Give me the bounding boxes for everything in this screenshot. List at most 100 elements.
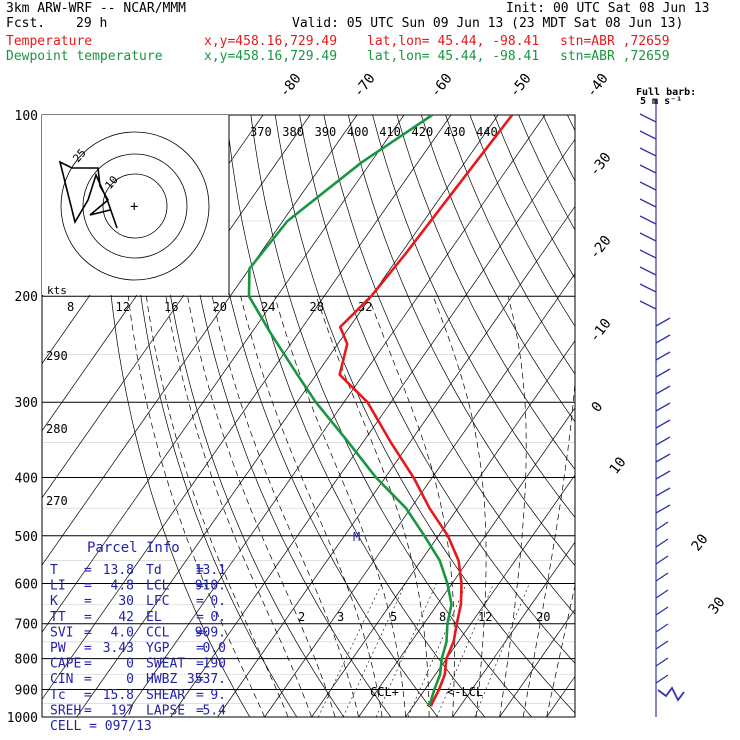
parcel-eq: = bbox=[84, 641, 92, 656]
parcel-value: 13.1 bbox=[195, 563, 226, 578]
isotherm-label: 20 bbox=[689, 531, 712, 554]
parcel-value: 4.0 bbox=[111, 625, 134, 640]
wind-barb bbox=[639, 113, 657, 123]
wind-barb bbox=[655, 385, 671, 395]
parcel-value: 0. bbox=[210, 610, 226, 625]
parcel-info-title: Parcel Info bbox=[87, 540, 180, 556]
moist-adiabat-line bbox=[127, 296, 265, 717]
theta-label: 410 bbox=[379, 125, 401, 139]
parcel-eq: = bbox=[84, 657, 92, 672]
isobar-label: 300 bbox=[15, 396, 38, 411]
isobar-label: 400 bbox=[15, 471, 38, 486]
theta-e-label: 290 bbox=[46, 349, 68, 363]
parcel-key: Tc bbox=[50, 688, 66, 703]
parcel-key: K bbox=[50, 594, 58, 609]
hodograph-background bbox=[42, 115, 229, 295]
dry-adiabat-line bbox=[396, 115, 575, 471]
temp-legend-xy: x,y=458.16,729.49 bbox=[204, 34, 338, 49]
temp-legend-stn: stn=ABR ,72659 bbox=[560, 34, 670, 49]
parcel-eq: = bbox=[84, 625, 92, 640]
moist-adiabat-line bbox=[187, 296, 336, 717]
fcst-label: Fcst. bbox=[6, 16, 46, 31]
mixing-ratio-label: 8 bbox=[439, 610, 446, 624]
parcel-eq: = bbox=[84, 594, 92, 609]
dew-legend-label: Dewpoint temperature bbox=[6, 49, 163, 64]
isotherm-line bbox=[217, 205, 575, 717]
parcel-key: LFC bbox=[146, 594, 169, 609]
theta-label: 420 bbox=[412, 125, 434, 139]
isobar-label: 700 bbox=[15, 618, 38, 633]
moist-adiabat-line bbox=[368, 296, 455, 717]
theta-label: 400 bbox=[347, 125, 369, 139]
parcel-value: 3.43 bbox=[103, 641, 134, 656]
wind-barb bbox=[655, 368, 671, 378]
parcel-value: 909. bbox=[195, 625, 226, 640]
wind-barb bbox=[655, 453, 671, 463]
parcel-cell: CELL = 097/13 bbox=[50, 719, 152, 734]
parcel-key: LI bbox=[50, 579, 66, 594]
isotherm-line bbox=[42, 115, 452, 700]
speed-scale-label: 12 bbox=[116, 300, 130, 314]
parcel-key: CAPE bbox=[50, 657, 81, 672]
theta-label: 430 bbox=[444, 125, 466, 139]
dry-adiabat-line bbox=[177, 115, 392, 717]
parcel-eq: = bbox=[84, 579, 92, 594]
isotherm-label: -20 bbox=[587, 233, 615, 263]
wind-barb bbox=[655, 538, 669, 548]
parcel-key: EL bbox=[146, 610, 162, 625]
dewpoint-line bbox=[247, 115, 453, 707]
speed-scale-label: 20 bbox=[213, 300, 227, 314]
parcel-key: LAPSE bbox=[146, 703, 185, 718]
isobar-label: 600 bbox=[15, 577, 38, 592]
wind-barb bbox=[655, 572, 669, 582]
dry-adiabat-line bbox=[542, 115, 575, 182]
theta-label: 390 bbox=[315, 125, 337, 139]
wind-barb bbox=[655, 657, 669, 667]
parcel-value: 0 bbox=[126, 657, 134, 672]
moist-adiabat-line bbox=[211, 296, 359, 717]
speed-scale-label: 8 bbox=[67, 300, 74, 314]
isotherm-label: -10 bbox=[587, 316, 615, 346]
isotherm-label: -80 bbox=[277, 71, 305, 101]
isobar-label: 100 bbox=[15, 109, 38, 124]
wind-barb bbox=[655, 640, 669, 650]
wind-barb bbox=[639, 283, 657, 293]
parcel-key: YGP bbox=[146, 641, 170, 656]
isobar-label: 900 bbox=[15, 683, 38, 698]
speed-scale-label: 28 bbox=[310, 300, 324, 314]
wind-barb bbox=[639, 300, 657, 310]
dry-adiabat-line bbox=[445, 115, 575, 375]
parcel-key: CCL bbox=[146, 625, 170, 640]
wind-barb bbox=[655, 351, 671, 361]
wind-barb bbox=[639, 181, 657, 191]
isotherm-line bbox=[405, 474, 575, 717]
m-marker: M bbox=[353, 530, 360, 544]
parcel-value: 197 bbox=[111, 703, 134, 718]
isotherm-line bbox=[546, 675, 575, 717]
parcel-eq: = bbox=[196, 641, 204, 656]
isobar-label: 1000 bbox=[7, 711, 38, 726]
wind-barb bbox=[639, 147, 657, 157]
speed-scale-label: 16 bbox=[164, 300, 178, 314]
isotherm-line bbox=[42, 115, 311, 499]
parcel-key: CIN bbox=[50, 672, 73, 687]
hodograph-center-mark: + bbox=[130, 199, 138, 215]
parcel-eq: = bbox=[196, 688, 204, 703]
dry-adiabat-line bbox=[274, 115, 575, 714]
wind-barb bbox=[639, 266, 657, 276]
wind-barb bbox=[655, 623, 669, 633]
parcel-value: 4.8 bbox=[111, 579, 134, 594]
parcel-eq: = bbox=[84, 703, 92, 718]
isotherm-line bbox=[42, 115, 358, 566]
dry-adiabat-line bbox=[469, 115, 575, 327]
moist-adiabat-line bbox=[499, 296, 527, 717]
isobar-label: 800 bbox=[15, 653, 38, 668]
isotherm-label: -70 bbox=[351, 71, 379, 101]
parcel-eq: = bbox=[84, 563, 92, 578]
wind-barb bbox=[655, 504, 671, 514]
isotherm-label: 10 bbox=[607, 454, 630, 477]
mixing-ratio-label: 12 bbox=[478, 610, 492, 624]
wind-barb bbox=[655, 402, 671, 412]
wind-barb bbox=[655, 521, 669, 531]
